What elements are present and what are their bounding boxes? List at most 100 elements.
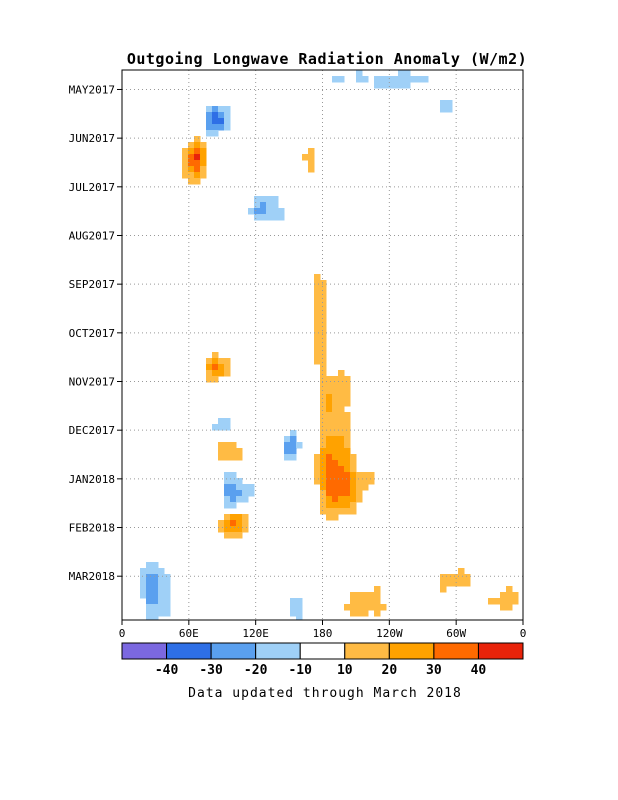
anomaly-cell (356, 76, 363, 83)
anomaly-cell (380, 604, 387, 611)
x-tick-label: 60E (179, 627, 199, 640)
anomaly-cell (332, 376, 339, 383)
anomaly-cell (290, 448, 297, 455)
anomaly-cell (344, 400, 351, 407)
anomaly-cell (236, 448, 243, 455)
anomaly-cell (230, 442, 237, 449)
anomaly-cell (140, 574, 147, 581)
anomaly-cell (338, 430, 345, 437)
anomaly-cell (374, 82, 381, 89)
anomaly-cell (164, 592, 171, 599)
anomaly-cell (374, 76, 381, 83)
anomaly-cell (260, 202, 267, 209)
anomaly-cell (326, 496, 333, 503)
anomaly-cell (320, 334, 327, 341)
anomaly-cell (332, 460, 339, 467)
anomaly-cell (350, 496, 357, 503)
anomaly-cell (326, 394, 333, 401)
anomaly-cell (218, 370, 225, 377)
colorbar-label: -30 (199, 663, 223, 678)
anomaly-cell (344, 442, 351, 449)
anomaly-cell (290, 610, 297, 617)
anomaly-cell (326, 430, 333, 437)
anomaly-cell (350, 610, 357, 617)
anomaly-cell (212, 112, 219, 119)
anomaly-cell (218, 358, 225, 365)
anomaly-cell (380, 82, 387, 89)
anomaly-cell (230, 448, 237, 455)
anomaly-cell (332, 454, 339, 461)
anomaly-cell (368, 472, 375, 479)
anomaly-cell (254, 196, 261, 203)
anomaly-cell (140, 568, 147, 575)
anomaly-cell (320, 430, 327, 437)
anomaly-cell (230, 526, 237, 533)
anomaly-cell (224, 532, 231, 539)
anomaly-cell (296, 598, 303, 605)
anomaly-cell (248, 490, 255, 497)
anomaly-cell (344, 496, 351, 503)
anomaly-cell (398, 70, 405, 77)
anomaly-cell (218, 454, 225, 461)
anomaly-cell (242, 526, 249, 533)
anomaly-cell (212, 424, 219, 431)
anomaly-cell (500, 592, 507, 599)
anomaly-cell (446, 574, 453, 581)
anomaly-cell (296, 604, 303, 611)
anomaly-cell (332, 502, 339, 509)
colorbar-label: 20 (382, 663, 398, 678)
anomaly-cell (320, 352, 327, 359)
anomaly-cell (344, 430, 351, 437)
y-tick-label: AUG2017 (69, 229, 115, 242)
anomaly-cell (146, 592, 153, 599)
anomaly-cell (338, 484, 345, 491)
x-tick-label: 120E (242, 627, 269, 640)
anomaly-cell (200, 142, 207, 149)
anomaly-cell (212, 118, 219, 125)
y-tick-label: SEP2017 (69, 278, 115, 291)
anomaly-cell (272, 208, 279, 215)
anomaly-cell (230, 472, 237, 479)
anomaly-cell (350, 454, 357, 461)
anomaly-cell (152, 592, 159, 599)
anomaly-cell (320, 298, 327, 305)
anomaly-cell (224, 364, 231, 371)
anomaly-cell (266, 196, 273, 203)
anomaly-cell (266, 208, 273, 215)
anomaly-cell (206, 112, 213, 119)
y-axis: MAY2017 JUN2017 JUL2017 AUG2017 SEP2017 OCT20… (69, 83, 122, 583)
anomaly-cell (296, 616, 303, 620)
anomaly-cell (272, 196, 279, 203)
anomaly-cell (326, 412, 333, 419)
anomaly-cell (146, 604, 153, 611)
y-tick-label: DEC2017 (69, 424, 115, 437)
anomaly-cell (332, 484, 339, 491)
anomaly-cell (260, 208, 267, 215)
anomaly-cell (206, 118, 213, 125)
anomaly-cell (362, 604, 369, 611)
anomaly-cell (314, 478, 321, 485)
anomaly-cell (332, 394, 339, 401)
y-tick-label: JUN2017 (69, 132, 115, 145)
anomaly-cell (260, 214, 267, 221)
anomaly-cell (224, 502, 231, 509)
anomaly-cell (362, 478, 369, 485)
colorbar-swatch (344, 642, 390, 660)
anomaly-cell (338, 460, 345, 467)
anomaly-cell (326, 508, 333, 515)
anomaly-cell (284, 448, 291, 455)
colorbar-label: 30 (426, 663, 442, 678)
anomaly-cell (218, 118, 225, 125)
anomaly-cell (320, 316, 327, 323)
anomaly-cell (224, 358, 231, 365)
x-tick-label: 0 (119, 627, 126, 640)
anomaly-cell (158, 580, 165, 587)
anomaly-cell (446, 100, 453, 107)
anomaly-cell (344, 412, 351, 419)
anomaly-cell (362, 610, 369, 617)
anomaly-cell (146, 568, 153, 575)
anomaly-cell (350, 508, 357, 515)
anomaly-cell (314, 472, 321, 479)
anomaly-cell (272, 202, 279, 209)
anomaly-cell (320, 358, 327, 365)
